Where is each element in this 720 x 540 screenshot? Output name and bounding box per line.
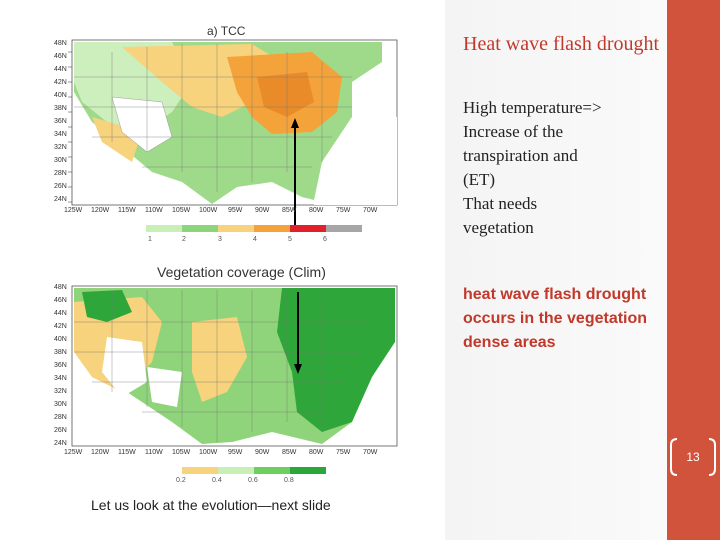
veg-legend-tick: 0.6 [248,477,258,484]
tcc-lat-label: 24N [54,196,67,203]
veg-lon-label: 105W [172,449,191,456]
tcc-lat-label: 30N [54,157,67,164]
legend-swatch [182,467,218,474]
veg-lat-label: 32N [54,388,67,395]
slide-highlight-text: heat wave flash drought occurs in the ve… [463,286,648,351]
tcc-lon-label: 90W [255,207,270,214]
tcc-lon-label: 80W [309,207,324,214]
veg-legend-tick: 0.2 [176,477,186,484]
page-number: 13 [686,450,700,464]
veg-lon-label: 85W [282,449,297,456]
veg-legend-tick: 0.8 [284,477,294,484]
tcc-legend-tick: 3 [218,236,222,243]
veg-lat-label: 26N [54,427,67,434]
tcc-lat-label: 34N [54,131,67,138]
tcc-lat-label: 46N [54,53,67,60]
tcc-lon-label: 100W [199,207,218,214]
tcc-lon-label: 115W [118,207,136,214]
legend-swatch [290,225,326,232]
tcc-legend-tick: 6 [323,236,327,243]
vegetation-map-title: Vegetation coverage (Clim) [157,264,326,280]
tcc-lat-label: 44N [54,66,67,73]
veg-lat-label: 38N [54,349,67,356]
veg-lat-label: 42N [54,323,67,330]
veg-lon-label: 115W [118,449,136,456]
veg-lat-label: 44N [54,310,67,317]
tcc-lon-label: 120W [91,207,110,214]
tcc-lon-label: 105W [172,207,191,214]
veg-lon-label: 80W [309,449,324,456]
tcc-lon-label: 125W [64,207,83,214]
tcc-lat-label: 48N [54,40,67,47]
legend-swatch [182,225,218,232]
veg-lat-label: 48N [54,284,67,291]
tcc-lat-label: 40N [54,92,67,99]
tcc-lat-label: 28N [54,170,67,177]
legend-swatch [218,225,254,232]
tcc-legend-tick: 2 [182,236,186,243]
slide-caption: Let us look at the evolution—next slide [91,497,331,513]
veg-lat-label: 30N [54,401,67,408]
veg-lon-label: 70W [363,449,378,456]
veg-lon-label: 90W [255,449,270,456]
page-number-badge: 13 [669,437,717,477]
tcc-lat-label: 38N [54,105,67,112]
veg-legend-tick: 0.4 [212,477,222,484]
tcc-legend-tick: 5 [288,236,292,243]
veg-lon-label: 110W [145,449,163,456]
tcc-lat-label: 32N [54,144,67,151]
tcc-map-title: a) TCC [207,24,246,38]
tcc-legend-tick: 1 [148,236,152,243]
accent-bar [667,0,720,540]
veg-lat-label: 28N [54,414,67,421]
vegetation-legend-bar [182,467,326,474]
tcc-lon-label: 70W [363,207,378,214]
legend-swatch [146,225,182,232]
tcc-legend-tick: 4 [253,236,257,243]
veg-lat-label: 34N [54,375,67,382]
tcc-map-svg [68,39,398,230]
veg-lon-label: 95W [228,449,243,456]
tcc-lat-label: 36N [54,118,67,125]
vegetation-map-svg [71,285,398,447]
slide-body-text: High temperature=> Increase of the trans… [463,98,602,237]
tcc-map-panel: a) TCC [52,22,402,237]
tcc-lat-label: 42N [54,79,67,86]
tcc-lon-label: 110W [145,207,163,214]
tcc-legend-bar [146,225,362,232]
page-bracket-icon [670,438,716,476]
legend-swatch [218,467,254,474]
vegetation-map-panel: 48N 46N 44N 42N 40N 38N 36N 34N 32N 30N … [52,282,402,467]
legend-swatch [254,225,290,232]
tcc-lon-label: 85W [282,207,297,214]
text-panel [445,0,667,540]
legend-swatch [326,225,362,232]
veg-lat-label: 36N [54,362,67,369]
tcc-lat-label: 26N [54,183,67,190]
legend-swatch [290,467,326,474]
veg-lon-label: 125W [64,449,83,456]
veg-lat-label: 46N [54,297,67,304]
veg-lat-label: 24N [54,440,67,447]
veg-lat-label: 40N [54,336,67,343]
tcc-lon-label: 95W [228,207,243,214]
veg-lon-label: 120W [91,449,110,456]
veg-lon-label: 75W [336,449,351,456]
slide-title: Heat wave flash drought [463,33,660,55]
veg-lon-label: 100W [199,449,218,456]
tcc-lon-label: 75W [336,207,351,214]
legend-swatch [254,467,290,474]
